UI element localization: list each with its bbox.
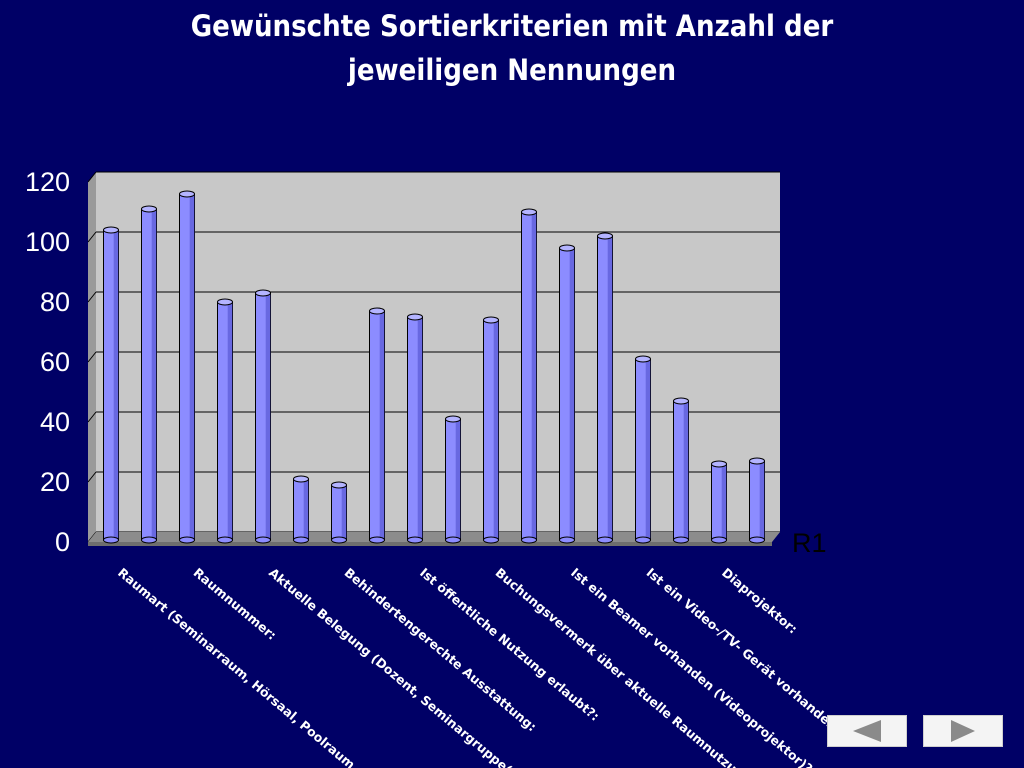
bar-cap — [407, 313, 423, 321]
bar-base — [673, 536, 689, 544]
y-tick-label: 120 — [25, 167, 70, 197]
previous-slide-button[interactable] — [827, 715, 907, 747]
x-category-label: Raumart (Seminarraum, Hörsaal, Poolraum … — [115, 565, 394, 768]
bar-base — [483, 536, 499, 544]
bar-cap — [711, 460, 727, 468]
bar-base — [255, 536, 271, 544]
triangle-left-icon — [853, 720, 881, 742]
bar-cap — [673, 397, 689, 405]
bar-cap — [559, 244, 575, 252]
bar-base — [293, 536, 309, 544]
bar-shade — [759, 461, 765, 540]
bar-base — [103, 536, 119, 544]
triangle-right-icon — [951, 720, 975, 742]
bar-shade — [493, 320, 499, 540]
chart-title: Gewünschte Sortierkriterien mit Anzahl d… — [51, 4, 973, 92]
y-tick-label: 20 — [40, 467, 70, 497]
bar-shade — [531, 212, 537, 540]
bar-shade — [151, 209, 157, 540]
legend-series-label: R1 — [792, 528, 827, 558]
chart-title-line-1: Gewünschte Sortierkriterien mit Anzahl d… — [190, 9, 834, 43]
bar-shade — [417, 317, 423, 540]
bar-base — [407, 536, 423, 544]
gridline-side — [87, 171, 97, 183]
x-category-label: Aktuelle Belegung (Dozent, Seminargruppe… — [266, 565, 534, 768]
bar-cap — [445, 415, 461, 423]
bar-base — [331, 536, 347, 544]
bar-base — [179, 536, 195, 544]
bar-base — [597, 536, 613, 544]
bar-shade — [569, 248, 575, 540]
bar-cap — [749, 457, 765, 465]
bar-shade — [379, 311, 385, 540]
bar-shade — [455, 419, 461, 540]
x-category-label: Diaprojektor: — [719, 565, 800, 637]
bar-cap — [483, 316, 499, 324]
bar-base — [521, 536, 537, 544]
bar-cap — [369, 307, 385, 315]
bar-base — [217, 536, 233, 544]
y-tick-label: 100 — [25, 227, 70, 257]
bar-cap — [179, 190, 195, 198]
bar-base — [559, 536, 575, 544]
bar-shade — [721, 464, 727, 540]
y-tick-label: 40 — [40, 407, 70, 437]
gridline-side — [87, 351, 97, 363]
gridline-side — [87, 411, 97, 423]
bar-cap — [635, 355, 651, 363]
bar-shade — [341, 485, 347, 540]
plot-floor-edge — [88, 542, 772, 546]
bar-cap — [597, 232, 613, 240]
bar-shade — [303, 479, 309, 540]
gridline-side — [87, 471, 97, 483]
bar-cap — [103, 226, 119, 234]
bar-cap — [293, 475, 309, 483]
bar-shade — [227, 302, 233, 540]
bar-base — [749, 536, 765, 544]
bar-shade — [113, 230, 119, 540]
bar-shade — [189, 194, 195, 540]
bar-base — [141, 536, 157, 544]
next-slide-button[interactable] — [923, 715, 1003, 747]
y-tick-label: 80 — [40, 287, 70, 317]
bar-shade — [607, 236, 613, 540]
bar-cap — [141, 205, 157, 213]
bar-shade — [265, 293, 271, 540]
y-tick-label: 60 — [40, 347, 70, 377]
bar-cap — [521, 208, 537, 216]
chart-title-line-2: jeweiligen Nennungen — [347, 53, 677, 87]
bar-base — [711, 536, 727, 544]
bar-cap — [217, 298, 233, 306]
bar-cap — [255, 289, 271, 297]
bar-base — [445, 536, 461, 544]
y-tick-label: 0 — [55, 527, 70, 557]
gridline-side — [87, 291, 97, 303]
bar-shade — [645, 359, 651, 540]
bar-base — [635, 536, 651, 544]
gridline-side — [87, 231, 97, 243]
bar-base — [369, 536, 385, 544]
bar-shade — [683, 401, 689, 540]
bar-cap — [331, 481, 347, 489]
